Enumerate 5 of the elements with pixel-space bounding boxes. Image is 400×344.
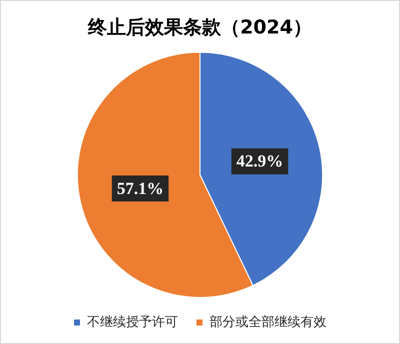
legend-label: 部分或全部继续有效 <box>210 314 326 330</box>
chart-title: 终止后效果条款（2024） <box>87 16 312 38</box>
data-label: 42.9% <box>236 152 284 171</box>
data-label: 57.1% <box>116 178 164 198</box>
legend-label: 不继续授予许可 <box>87 314 178 330</box>
